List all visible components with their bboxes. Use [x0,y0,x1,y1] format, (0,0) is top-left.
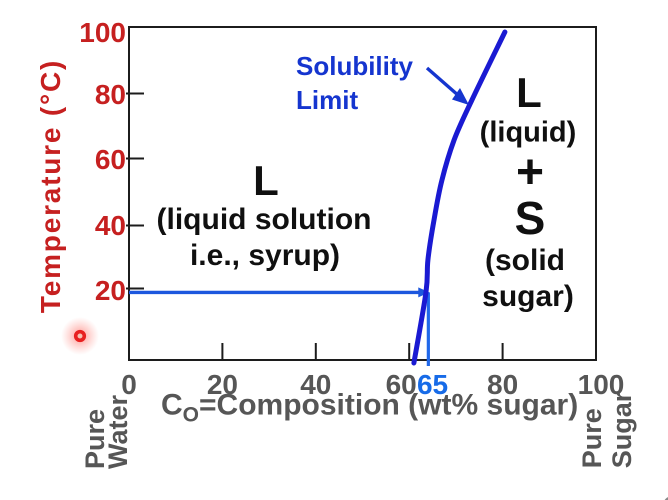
y-tick-label-80: 80 [94,79,126,110]
region-label-twophase-L: L [516,69,542,116]
x-tick-label-80: 80 [487,369,519,400]
solubility-limit-annotation-line1: Solubility [296,51,413,81]
annotation-arrow-line [425,66,461,98]
y-axis-title: Temperature (°C) [35,58,66,314]
region-label-liquid-line1: (liquid solution [156,203,372,236]
x-axis-left-end-label: Pure Water [80,394,133,470]
region-label-twophase-solid-line2: sugar) [482,280,574,313]
x-tick-label-100: 100 [577,369,625,400]
y-tick-label-20: 20 [94,275,126,306]
x-axis-right-end-label: Pure Sugar [577,391,637,469]
x-tick-label-40: 40 [300,369,332,400]
region-label-twophase-solid-line1: (solid [485,244,565,277]
x-axis-title-subscript: O [182,403,200,427]
y-tick-label-40: 40 [94,210,126,241]
x-tick-label-20: 20 [206,369,238,400]
solubility-limit-annotation: Solubility Limit [296,49,413,117]
x-axis-title-rest: =Composition (wt% sugar) [199,388,579,422]
annotation-arrowhead [452,88,469,105]
solubility-limit-annotation-line2: Limit [296,85,359,115]
region-label-twophase-liquid: (liquid) [479,116,577,149]
region-label-liquid-L: L [253,157,279,204]
x-axis-title: CO=Composition (wt% sugar) [161,388,579,427]
plot-border [128,26,597,361]
solubility-curve [411,29,508,366]
y-tick-label-100: 100 [79,17,126,48]
region-label-twophase-S: S [514,192,546,244]
x-tick-label-0: 0 [121,369,137,400]
x-tick-label-65: 65 [416,369,449,400]
region-label-twophase-plus: + [515,146,545,199]
laser-pointer-dot [73,329,87,343]
region-label-liquid-line2: i.e., syrup) [189,239,341,272]
x-tick-label-60: 60 [385,369,417,400]
y-tick-label-60: 60 [94,144,126,175]
x-axis-title-symbol: C [161,388,183,422]
